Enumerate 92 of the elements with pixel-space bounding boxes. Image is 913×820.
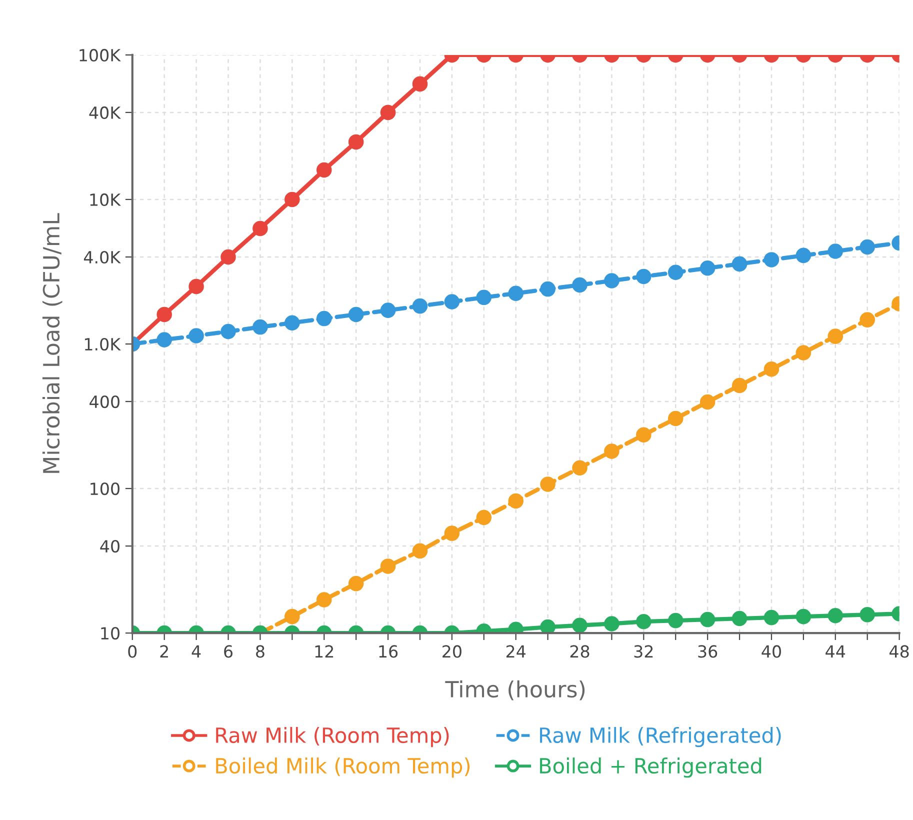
- point: [412, 543, 428, 559]
- point: [220, 324, 236, 340]
- point: [444, 526, 460, 541]
- point: [764, 610, 780, 626]
- point: [316, 162, 332, 178]
- point: [380, 104, 396, 120]
- point: [156, 306, 172, 322]
- point: [828, 328, 844, 344]
- legend-label: Boiled Milk (Room Temp): [216, 758, 470, 778]
- point: [828, 608, 844, 624]
- point: [764, 361, 780, 377]
- point: [316, 310, 332, 326]
- x-tick-label: 20: [442, 645, 462, 658]
- y-tick-label: 400: [90, 395, 120, 408]
- point: [860, 312, 875, 328]
- point: [764, 252, 780, 268]
- point: [540, 476, 556, 492]
- point: [732, 610, 748, 626]
- point: [572, 277, 588, 293]
- point: [348, 576, 364, 592]
- y-tick-label: 40: [100, 540, 120, 553]
- point: [636, 268, 652, 284]
- x-tick-label: 4: [192, 645, 201, 658]
- point: [284, 608, 300, 624]
- x-tick-label: 48: [890, 645, 909, 658]
- point: [700, 260, 716, 276]
- y-tick-label: 1.0K: [84, 338, 121, 351]
- point: [700, 394, 716, 410]
- legend-label: Raw Milk (Refrigerated): [540, 726, 781, 748]
- x-tick-label: 8: [256, 645, 264, 658]
- y-tick-label: 100: [90, 482, 120, 496]
- point: [412, 76, 428, 92]
- point: [828, 244, 844, 259]
- point: [476, 510, 492, 526]
- point: [604, 444, 620, 459]
- y-tick-label: 10: [101, 627, 120, 640]
- x-tick-label: 16: [379, 645, 398, 658]
- point: [188, 328, 204, 344]
- point: [860, 607, 875, 622]
- point: [284, 192, 300, 208]
- point: [700, 612, 716, 628]
- x-tick-label: 6: [224, 645, 233, 658]
- point: [668, 264, 684, 280]
- point: [732, 378, 748, 394]
- point: [796, 248, 812, 264]
- y-axis-title: Microbial Load (CFU/mL: [42, 213, 62, 473]
- point: [508, 286, 524, 302]
- point: [348, 134, 364, 150]
- point: [636, 614, 652, 630]
- y-tick-label: 10K: [90, 193, 121, 206]
- y-tick-label: 100K: [80, 48, 121, 62]
- x-tick-label: 40: [762, 645, 781, 658]
- point: [188, 278, 204, 294]
- point: [316, 592, 332, 608]
- point: [732, 256, 748, 272]
- x-tick-label: 24: [506, 645, 526, 658]
- point: [380, 558, 396, 574]
- legend-label: Raw Milk (Room Temp): [216, 726, 449, 748]
- point: [156, 332, 172, 348]
- point: [540, 281, 556, 297]
- point: [796, 345, 812, 360]
- point: [380, 302, 396, 318]
- point: [444, 294, 460, 310]
- point: [572, 460, 588, 476]
- x-tick-label: 28: [570, 645, 590, 658]
- point: [604, 616, 620, 632]
- x-tick-label: 2: [160, 645, 168, 658]
- point: [636, 427, 652, 443]
- x-tick-label: 12: [315, 645, 334, 658]
- point: [252, 319, 268, 335]
- x-tick-label: 44: [826, 645, 846, 658]
- point: [508, 493, 524, 509]
- point: [252, 220, 268, 236]
- legend-label: Boiled + Refrigerated: [540, 758, 762, 778]
- point: [572, 618, 588, 634]
- x-axis-title: Time (hours): [445, 680, 585, 700]
- point: [220, 249, 236, 265]
- point: [540, 619, 556, 634]
- point: [668, 410, 684, 426]
- x-tick-label: 36: [698, 645, 718, 658]
- point: [284, 315, 300, 331]
- point: [604, 273, 620, 288]
- y-tick-label: 40K: [89, 106, 121, 120]
- point: [796, 608, 812, 624]
- x-tick-label: 0: [128, 645, 137, 658]
- point: [476, 290, 492, 306]
- point: [668, 612, 684, 628]
- point: [412, 298, 428, 314]
- y-tick-label: 4.0K: [84, 250, 121, 264]
- point: [860, 239, 875, 255]
- point: [348, 306, 364, 322]
- x-tick-label: 32: [634, 645, 653, 658]
